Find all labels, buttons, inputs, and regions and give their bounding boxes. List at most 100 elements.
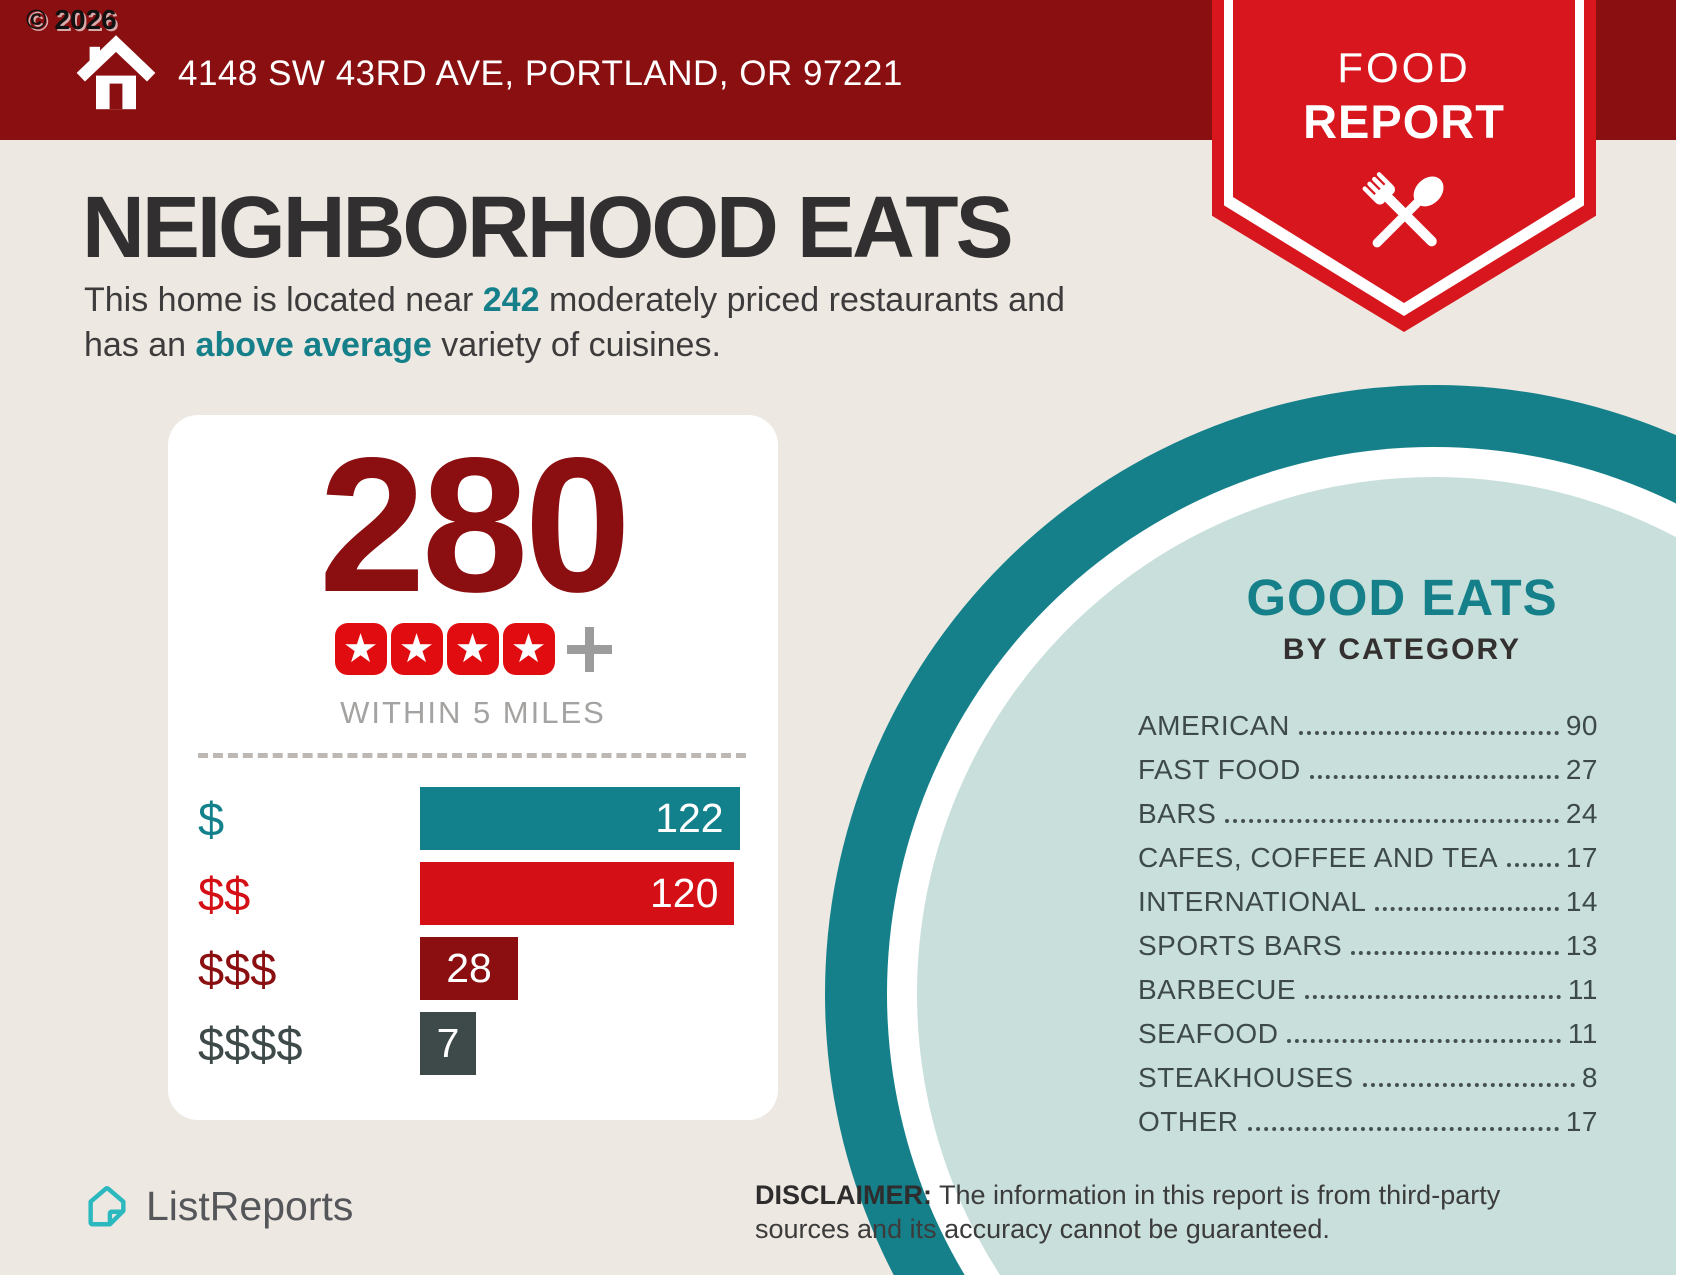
category-label: OTHER [1138, 1106, 1239, 1137]
category-row: AMERICAN 90 [1138, 710, 1598, 754]
category-count: 14 [1565, 886, 1598, 917]
disclaimer-body: The information in this report is from t… [755, 1180, 1501, 1244]
star-icon: ★ [454, 627, 491, 671]
dotted-leader [1287, 1039, 1561, 1043]
star-icon: ★ [342, 627, 379, 671]
category-count-list: AMERICAN 90 FAST FOOD 27 BARS 24 CAFES, COFFEE… [1138, 710, 1598, 1150]
category-label: CAFES, COFFEE AND TEA [1138, 842, 1499, 873]
dotted-leader [1305, 995, 1561, 999]
restaurant-count: 242 [482, 281, 540, 319]
price-tier-value: 28 [446, 945, 492, 991]
price-tier-value: 122 [655, 795, 724, 841]
good-eats-title: GOOD EATS [1246, 569, 1558, 626]
category-row: STEAKHOUSES 8 [1138, 1062, 1598, 1106]
disclaimer-text: DISCLAIMER: The information in this repo… [755, 1178, 1525, 1246]
category-count: 11 [1567, 974, 1598, 1005]
category-count: 8 [1581, 1062, 1598, 1093]
total-restaurants-count: 280 [318, 417, 631, 632]
intro-paragraph: This home is located near 242 moderately… [84, 278, 1065, 368]
price-tier-value: 7 [436, 1020, 460, 1066]
listreports-logo-icon [88, 1186, 126, 1227]
price-tier-bar: 7 [420, 1012, 476, 1075]
listreports-brand-name: ListReports [146, 1182, 354, 1229]
food-report-ribbon: FOOD REPORT [1212, 0, 1596, 332]
category-count: 11 [1567, 1018, 1598, 1049]
dotted-leader [1309, 775, 1559, 779]
dotted-leader [1351, 951, 1559, 955]
home-icon [76, 35, 156, 110]
category-row: CAFES, COFFEE AND TEA 17 [1138, 842, 1598, 886]
category-row: BARBECUE 11 [1138, 974, 1598, 1018]
category-count: 17 [1565, 1106, 1598, 1137]
ribbon-title-line2: REPORT [1303, 95, 1505, 148]
star-tile: ★ [334, 623, 387, 675]
star-icon: ★ [398, 627, 435, 671]
copyright-text: © 2026 [26, 4, 117, 35]
category-label: SEAFOOD [1138, 1018, 1279, 1049]
price-tier-label: $$$ [198, 942, 277, 995]
ribbon-title-line1: FOOD [1337, 44, 1471, 91]
intro-line2-pre: has an [84, 326, 196, 364]
price-bar-row: $$$$ 7 [168, 1012, 778, 1075]
price-bar-row: $122 [168, 787, 778, 850]
star-tile: ★ [390, 623, 443, 675]
intro-line1-pre: This home is located near [84, 281, 483, 319]
disclaimer-label: DISCLAIMER: [755, 1180, 932, 1210]
category-row: BARS 24 [1138, 798, 1598, 842]
category-label: SPORTS BARS [1138, 930, 1343, 961]
dotted-leader [1298, 731, 1559, 735]
price-bar-row: $$$ 28 [168, 937, 778, 1000]
price-tier-bar: 28 [420, 937, 518, 1000]
intro-line1-post: moderately priced restaurants and [539, 281, 1065, 319]
restaurant-stats-card: 280 ★ ★ ★ ★ WITHIN 5 MILES $122 $$ 120 $$$ 28 $$… [168, 415, 778, 1120]
plus-icon [566, 626, 612, 672]
dotted-leader [1247, 1127, 1559, 1131]
dotted-leader [1225, 819, 1559, 823]
dotted-leader [1507, 863, 1559, 867]
star-tile: ★ [502, 623, 555, 675]
category-label: BARS [1138, 798, 1217, 829]
star-rating: ★ ★ ★ ★ [334, 623, 555, 675]
price-tier-value: 120 [649, 870, 719, 916]
crossed-spoon-fork-icon [1362, 172, 1444, 248]
category-label: FAST FOOD [1138, 754, 1301, 785]
variety-highlight: above average [195, 326, 432, 364]
category-label: BARBECUE [1138, 974, 1297, 1005]
category-count: 17 [1565, 842, 1598, 873]
price-tier-bar-chart: $122 $$ 120 $$$ 28 $$$$ 7 [168, 787, 778, 1087]
good-eats-heading: GOOD EATS BY CATEGORY [1152, 568, 1652, 667]
category-row: OTHER 17 [1138, 1106, 1598, 1150]
ribbon-title: FOOD REPORT [1212, 44, 1596, 149]
category-row: SEAFOOD 11 [1138, 1018, 1598, 1062]
radius-caption: WITHIN 5 MILES [340, 695, 606, 730]
category-label: AMERICAN [1138, 710, 1290, 741]
star-icon: ★ [510, 627, 547, 671]
dashed-divider [198, 753, 746, 758]
good-eats-subtitle: BY CATEGORY [1282, 633, 1522, 666]
category-row: FAST FOOD 27 [1138, 754, 1598, 798]
price-tier-label: $ [198, 792, 225, 845]
intro-line2-post: variety of cuisines. [431, 326, 721, 364]
category-count: 90 [1565, 710, 1598, 741]
price-bar-row: $$ 120 [168, 862, 778, 925]
category-count: 13 [1565, 930, 1598, 961]
category-count: 27 [1565, 754, 1598, 785]
price-tier-bar: 120 [420, 862, 735, 925]
page-title: NEIGHBORHOOD EATS [82, 179, 1014, 276]
category-count: 24 [1565, 798, 1598, 829]
category-label: STEAKHOUSES [1138, 1062, 1354, 1093]
category-label: INTERNATIONAL [1138, 886, 1367, 917]
price-tier-label: $$ [198, 867, 251, 920]
star-tile: ★ [446, 623, 499, 675]
category-row: INTERNATIONAL 14 [1138, 886, 1598, 930]
dotted-leader [1375, 907, 1559, 911]
dotted-leader [1362, 1083, 1575, 1087]
rating-row: ★ ★ ★ ★ [168, 623, 778, 675]
price-tier-label: $$$$ [198, 1017, 303, 1070]
price-tier-bar: 122 [420, 787, 740, 850]
listreports-brand: ListReports [82, 1181, 353, 1231]
page-right-margin [1676, 0, 1700, 1275]
property-address: 4148 SW 43RD AVE, PORTLAND, OR 97221 [178, 54, 903, 93]
